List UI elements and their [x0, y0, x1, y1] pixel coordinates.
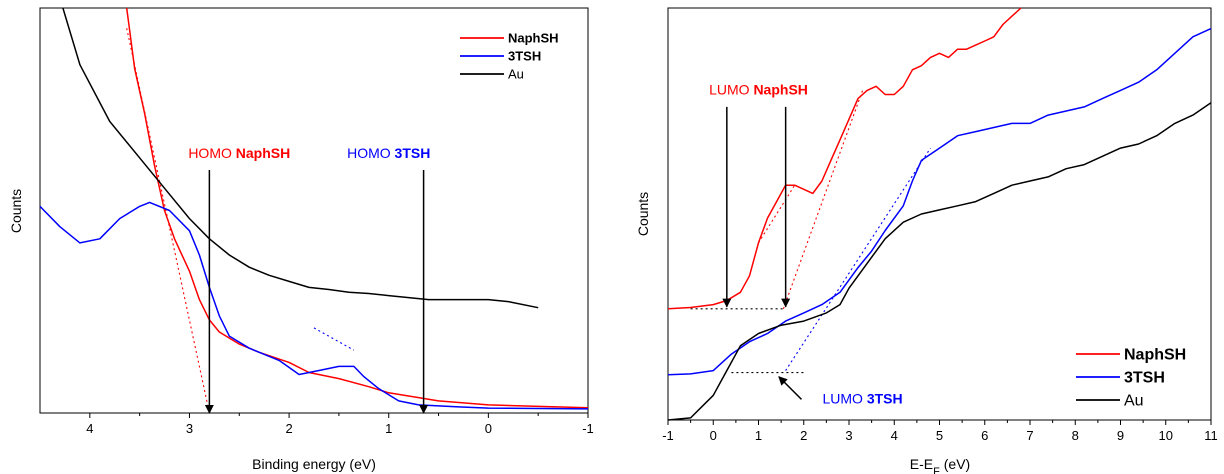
x-tick-label: 1 [755, 428, 762, 443]
x-tick-label: 8 [1072, 428, 1079, 443]
x-tick-label: 3 [845, 428, 852, 443]
left-series [39, 7, 589, 410]
x-tick-label: 10 [1159, 428, 1173, 443]
legend-label: 3TSH [508, 49, 541, 64]
left-plot-frame [39, 7, 589, 414]
fit-line-1 [758, 184, 796, 244]
x-tick-label: 11 [1204, 428, 1218, 443]
legend-label: NaphSH [1124, 347, 1186, 364]
right-x-axis-label-suffix: (eV) [940, 456, 970, 472]
annotation-label: HOMO NaphSH [188, 145, 290, 161]
legend-label: Au [508, 67, 524, 82]
series-line-au [667, 102, 1212, 421]
x-tick-label: -1 [662, 428, 674, 443]
annotation-label-prefix: LUMO [823, 391, 867, 407]
legend-label: 3TSH [1124, 370, 1165, 387]
legend-label: Au [1124, 393, 1144, 410]
left-x-ticks: 4 3 2 1 0 -1 [86, 413, 594, 436]
right-x-axis-label: E-EF (eV) [910, 456, 970, 474]
left-x-axis-label: Binding energy (eV) [252, 456, 376, 472]
x-tick-label: 0 [710, 428, 717, 443]
series-line-au [62, 7, 539, 309]
annotation-label: HOMO 3TSH [347, 145, 430, 161]
legend-label: NaphSH [508, 31, 559, 46]
series-line-naphsh [667, 7, 1022, 310]
fit-line-3 [785, 147, 931, 371]
annotation-label-prefix: LUMO [709, 82, 753, 98]
series-line-naphsh [125, 7, 589, 409]
annotation-arrow [778, 376, 803, 400]
series-line-3tsh [39, 201, 589, 410]
annotation-label-prefix: HOMO [188, 145, 235, 161]
x-tick-label: 6 [981, 428, 988, 443]
fit-line-2 [782, 90, 864, 309]
right-y-axis-label: Counts [635, 192, 651, 236]
annotation-label-prefix: HOMO [347, 145, 394, 161]
x-tick-label: 3 [186, 421, 193, 436]
right-x-ticks: -1 0 1 2 3 4 5 6 7 8 9 10 11 [662, 420, 1218, 443]
left-y-axis-label: Counts [8, 189, 24, 233]
x-tick-label: 0 [485, 421, 492, 436]
annotation-label-bold: 3TSH [867, 391, 903, 407]
annotation-label-bold: 3TSH [395, 145, 431, 161]
x-tick-label: 5 [936, 428, 943, 443]
right-x-axis-label-main: E-E [910, 456, 933, 472]
x-tick-label: 9 [1117, 428, 1124, 443]
x-tick-label: 2 [285, 421, 292, 436]
fit-line-2 [313, 327, 355, 351]
annotation-label-bold: NaphSH [236, 145, 290, 161]
x-tick-label: -1 [582, 421, 594, 436]
annotation-label-bold: NaphSH [753, 82, 807, 98]
right-legend: NaphSH 3TSH Au [1076, 347, 1186, 410]
x-tick-label: 4 [891, 428, 898, 443]
x-tick-label: 2 [800, 428, 807, 443]
annotation-label: LUMO NaphSH [709, 82, 808, 98]
right-fit-lines [690, 90, 931, 374]
right-series [667, 7, 1212, 421]
left-panel: HOMO NaphSH HOMO 3TSH 4 3 2 1 0 -1 Binding ene… [8, 7, 594, 472]
x-tick-label: 1 [385, 421, 392, 436]
left-legend: NaphSH 3TSH Au [460, 31, 559, 82]
annotation-label: LUMO 3TSH [823, 391, 903, 407]
left-fit-lines [40, 28, 588, 414]
x-tick-label: 7 [1026, 428, 1033, 443]
series-line-3tsh [667, 27, 1212, 376]
x-tick-label: 4 [86, 421, 93, 436]
left-annotations: HOMO NaphSH HOMO 3TSH [188, 145, 430, 414]
right-x-axis-label-sub: F [933, 466, 940, 474]
